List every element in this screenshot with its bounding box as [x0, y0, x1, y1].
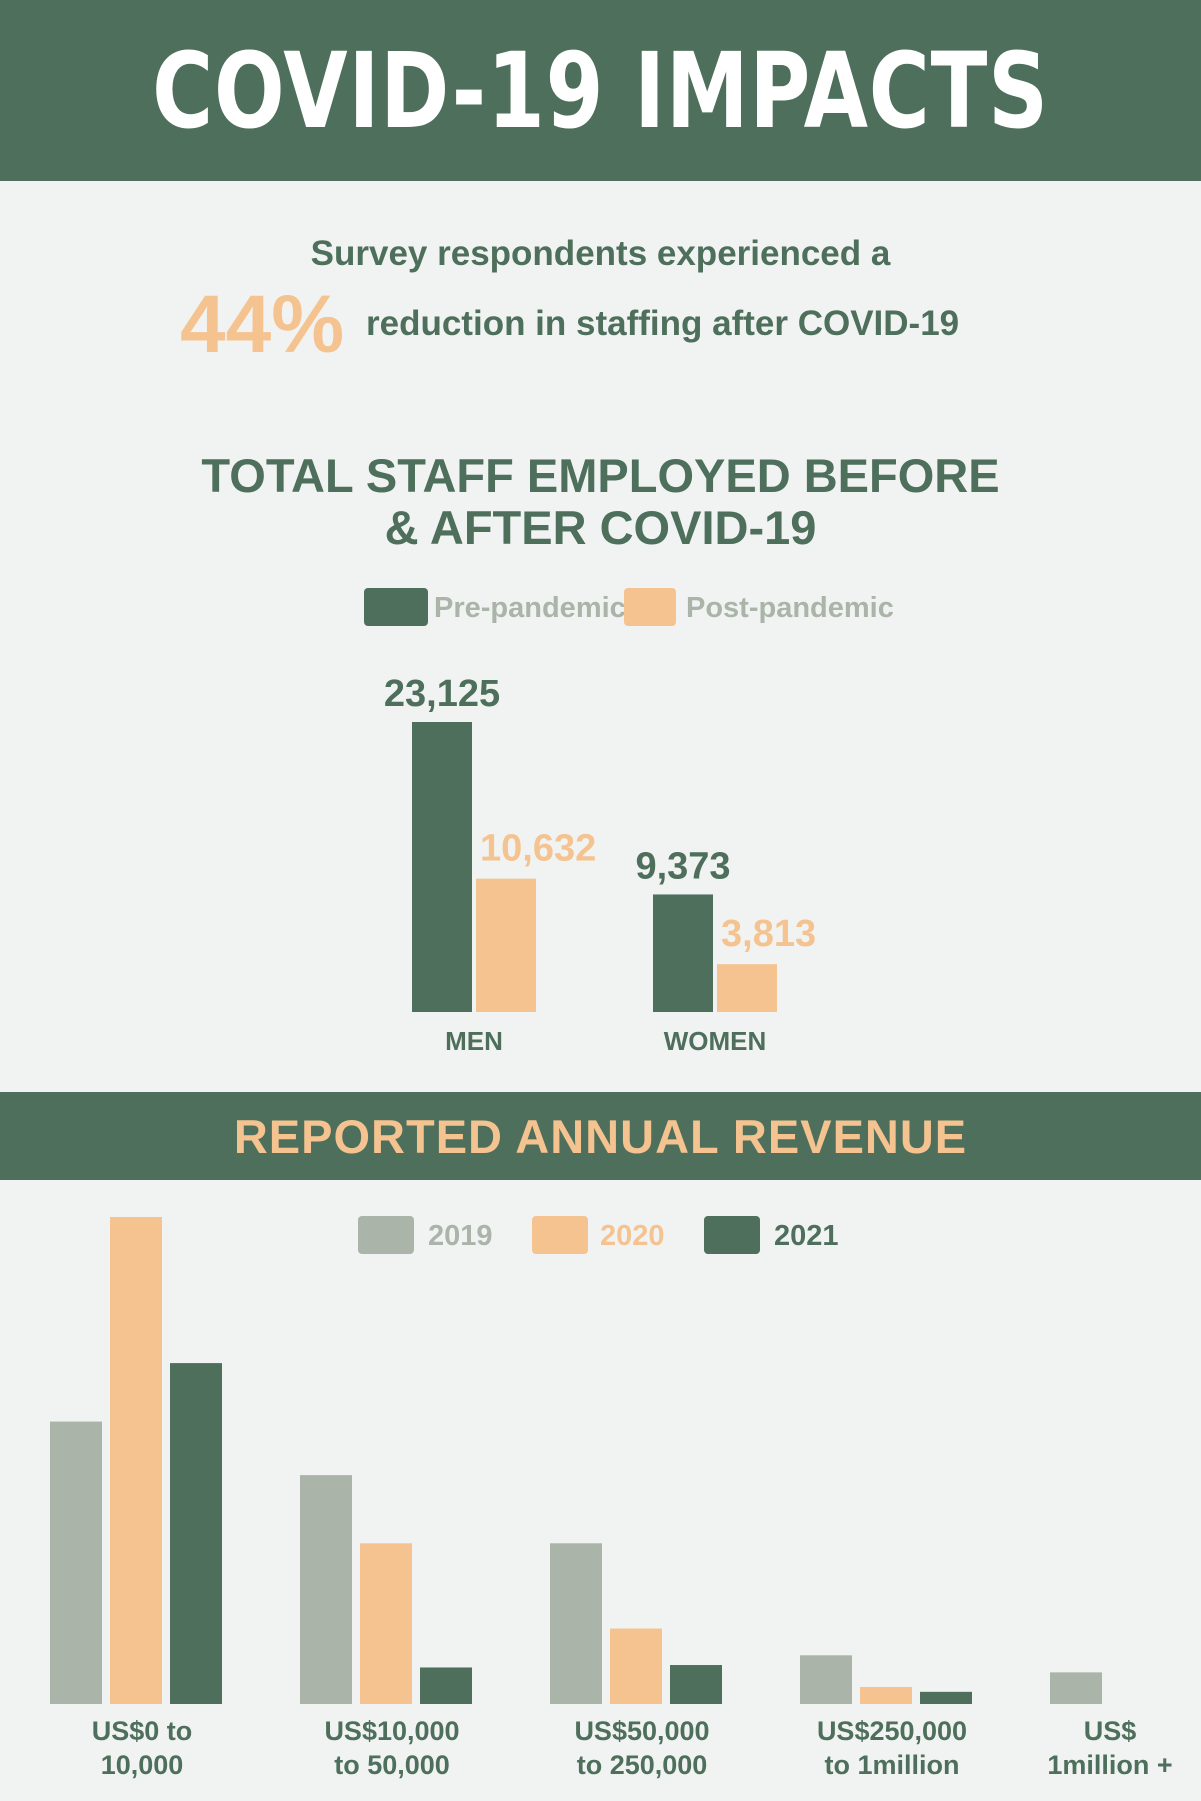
staff-chart-title-line2: & AFTER COVID-19: [384, 501, 817, 554]
survey-text-line2: reduction in staffing after COVID-19: [366, 304, 960, 343]
revenue-category-label: to 50,000: [334, 1750, 450, 1780]
revenue-bar-2020-cat4: [860, 1686, 912, 1704]
revenue-category-label: US$250,000: [817, 1716, 967, 1746]
revenue-bar-2020-cat3: [610, 1628, 662, 1704]
survey-text-line1: Survey respondents experienced a: [310, 234, 891, 273]
staff-value-women-pre-pandemic: 9,373: [635, 845, 730, 887]
revenue-bar-2021-cat4: [920, 1691, 972, 1704]
revenue-category-label: US$: [1084, 1716, 1137, 1746]
staff-chart-title: TOTAL STAFF EMPLOYED BEFORE & AFTER COVI…: [0, 450, 1201, 554]
staff-value-women-post-pandemic: 3,813: [721, 913, 816, 955]
revenue-bar-2020-cat2: [360, 1543, 412, 1704]
revenue-bar-2019-cat5: [1050, 1672, 1102, 1704]
revenue-category-label: US$0 to: [92, 1716, 193, 1746]
legend-label-2019: 2019: [428, 1220, 493, 1252]
legend-label-post-pandemic: Post-pandemic: [686, 592, 894, 624]
revenue-bar-2019-cat2: [300, 1475, 352, 1704]
legend-label-2021: 2021: [774, 1220, 839, 1252]
revenue-bar-2021-cat1: [170, 1363, 222, 1704]
staff-bar-men-pre-pandemic: [412, 722, 472, 1012]
revenue-bar-2021-cat2: [420, 1667, 472, 1704]
revenue-category-label: 10,000: [101, 1750, 184, 1780]
legend-label-2020: 2020: [600, 1220, 665, 1252]
staff-category-label: WOMEN: [664, 1026, 767, 1056]
staff-category-label: MEN: [445, 1026, 503, 1056]
staff-bar-women-pre-pandemic: [653, 894, 713, 1012]
legend-swatch-2019: [358, 1216, 414, 1254]
legend-swatch-pre-pandemic: [364, 588, 428, 626]
revenue-category-label: to 250,000: [577, 1750, 708, 1780]
staff-chart-title-line1: TOTAL STAFF EMPLOYED BEFORE: [201, 449, 1000, 502]
revenue-category-label: US$10,000: [324, 1716, 459, 1746]
revenue-category-label: to 1million: [825, 1750, 960, 1780]
legend-swatch-post-pandemic: [624, 588, 676, 626]
revenue-bar-2021-cat3: [670, 1665, 722, 1704]
staff-value-men-pre-pandemic: 23,125: [384, 673, 500, 715]
revenue-category-label: 1million +: [1047, 1750, 1172, 1780]
page-title: COVID-19 IMPACTS: [152, 29, 1049, 152]
revenue-category-label: US$50,000: [574, 1716, 709, 1746]
legend-label-pre-pandemic: Pre-pandemic: [434, 592, 626, 624]
staff-bar-women-post-pandemic: [717, 964, 777, 1012]
staff-bar-men-post-pandemic: [476, 878, 536, 1012]
revenue-bar-2019-cat3: [550, 1543, 602, 1704]
revenue-bar-2019-cat1: [50, 1421, 102, 1704]
legend-swatch-2021: [704, 1216, 760, 1254]
header-banner: COVID-19 IMPACTS: [0, 0, 1201, 181]
staffing-reduction-percent: 44%: [180, 279, 345, 370]
revenue-section-banner: REPORTED ANNUAL REVENUE: [0, 1092, 1201, 1180]
revenue-bar-2019-cat4: [800, 1655, 852, 1704]
revenue-bar-2020-cat1: [110, 1217, 162, 1704]
revenue-section-title: REPORTED ANNUAL REVENUE: [233, 1109, 968, 1163]
legend-swatch-2020: [532, 1216, 588, 1254]
staff-value-men-post-pandemic: 10,632: [480, 828, 596, 870]
